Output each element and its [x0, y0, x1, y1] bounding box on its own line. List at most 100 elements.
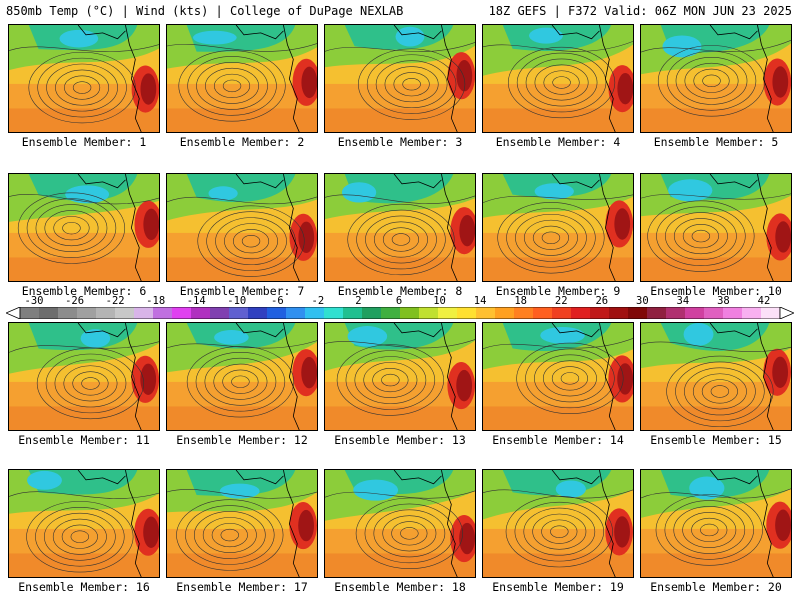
colorbar-swatch — [77, 307, 97, 319]
colorbar-tick-label: 38 — [717, 295, 730, 307]
ensemble-member-label: Ensemble Member: 17 — [176, 580, 308, 594]
ensemble-member-label: Ensemble Member: 6 — [21, 284, 147, 298]
temperature-map-image — [8, 469, 160, 578]
colorbar-swatch — [704, 307, 724, 319]
temperature-map-image — [640, 173, 792, 282]
ensemble-member-map — [8, 469, 160, 578]
ensemble-member-label: Ensemble Member: 5 — [653, 135, 779, 149]
ensemble-member-label: Ensemble Member: 8 — [337, 284, 463, 298]
ensemble-member-map — [166, 469, 318, 578]
temperature-map-image — [324, 24, 476, 133]
colorbar-swatch — [267, 307, 287, 319]
temperature-map-image — [324, 173, 476, 282]
temperature-map-image — [8, 173, 160, 282]
ensemble-member-map — [8, 24, 160, 133]
temperature-map-image — [482, 322, 634, 431]
colorbar-swatch — [286, 307, 306, 319]
ensemble-member-label: Ensemble Member: 10 — [650, 284, 782, 298]
colorbar-swatch — [438, 307, 458, 319]
ensemble-member-label: Ensemble Member: 1 — [21, 135, 147, 149]
colorbar-tick-label: -6 — [271, 295, 284, 307]
colorbar-tick-label: 22 — [554, 295, 568, 307]
colorbar-swatch — [305, 307, 325, 319]
ensemble-member-label: Ensemble Member: 11 — [18, 433, 150, 447]
colorbar-swatch — [191, 307, 211, 319]
colorbar-swatch — [134, 307, 154, 319]
ensemble-member-label: Ensemble Member: 16 — [18, 580, 150, 594]
temperature-map-image — [640, 469, 792, 578]
colorbar-swatch — [628, 307, 648, 319]
colorbar-swatch — [666, 307, 686, 319]
ensemble-member-label: Ensemble Member: 9 — [495, 284, 621, 298]
ensemble-member-map — [324, 24, 476, 133]
ensemble-member-label: Ensemble Member: 7 — [179, 284, 305, 298]
colorbar-swatch — [514, 307, 534, 319]
ensemble-member-label: Ensemble Member: 12 — [176, 433, 308, 447]
ensemble-member-map — [640, 173, 792, 282]
colorbar-swatch — [533, 307, 553, 319]
colorbar-tick-label: -26 — [65, 295, 85, 307]
ensemble-member-map — [482, 24, 634, 133]
colorbar-tick-label: 2 — [355, 295, 362, 307]
temperature-map-image — [640, 24, 792, 133]
colorbar-swatch — [362, 307, 382, 319]
ensemble-member-label: Ensemble Member: 19 — [492, 580, 624, 594]
colorbar-swatch — [153, 307, 173, 319]
colorbar-swatch — [96, 307, 116, 319]
ensemble-member-map — [640, 322, 792, 431]
chart-title: 850mb Temp (°C) | Wind (kts) | College o… — [6, 4, 404, 18]
colorbar-swatch — [495, 307, 515, 319]
ensemble-member-label: Ensemble Member: 18 — [334, 580, 466, 594]
colorbar-swatch — [571, 307, 591, 319]
temperature-map-image — [324, 322, 476, 431]
colorbar-swatch — [324, 307, 344, 319]
ensemble-member-map — [8, 173, 160, 282]
colorbar-swatch — [457, 307, 477, 319]
colorbar-swatch — [552, 307, 572, 319]
colorbar-tick-label: 26 — [595, 295, 609, 307]
ensemble-member-label: Ensemble Member: 15 — [650, 433, 782, 447]
colorbar-tick-label: 30 — [636, 295, 649, 307]
colorbar-tick-label: 6 — [395, 295, 403, 307]
ensemble-member-map — [166, 322, 318, 431]
colorbar-swatch — [476, 307, 496, 319]
ensemble-member-map — [8, 322, 160, 431]
ensemble-member-map — [640, 469, 792, 578]
colorbar-arrow-left — [6, 307, 21, 319]
colorbar-tick-label: -30 — [24, 295, 44, 307]
colorbar-swatch — [343, 307, 363, 319]
colorbar-swatch — [761, 307, 781, 319]
temperature-map-image — [166, 322, 318, 431]
colorbar-tick-label: 34 — [676, 295, 690, 307]
temperature-map-image — [8, 322, 160, 431]
colorbar-swatch — [685, 307, 705, 319]
colorbar-tick-label: 10 — [433, 295, 446, 307]
colorbar-swatch — [115, 307, 135, 319]
temperature-map-image — [166, 173, 318, 282]
colorbar-swatch — [20, 307, 40, 319]
colorbar-swatch — [400, 307, 420, 319]
temperature-map-image — [166, 469, 318, 578]
temperature-map-image — [640, 322, 792, 431]
colorbar-tick-label: -2 — [311, 295, 325, 307]
ensemble-member-map — [482, 322, 634, 431]
colorbar-swatch — [210, 307, 230, 319]
colorbar-swatch — [723, 307, 743, 319]
temperature-map-image — [482, 469, 634, 578]
temperature-map-image — [482, 24, 634, 133]
colorbar-swatch — [172, 307, 192, 319]
colorbar-swatch — [590, 307, 610, 319]
colorbar-tick-label: 42 — [757, 295, 771, 307]
ensemble-member-label: Ensemble Member: 3 — [337, 135, 463, 149]
colorbar-tick-label: 18 — [514, 295, 527, 307]
ensemble-member-label: Ensemble Member: 2 — [179, 135, 305, 149]
colorbar-tick-label: -14 — [186, 295, 206, 307]
temperature-map-image — [166, 24, 318, 133]
colorbar-swatch — [248, 307, 268, 319]
colorbar-tick-label: -10 — [227, 295, 247, 307]
temperature-colorbar — [6, 307, 794, 319]
colorbar-swatch — [647, 307, 667, 319]
colorbar-tick-label: -22 — [105, 295, 125, 307]
temperature-map-image — [8, 24, 160, 133]
ensemble-member-map — [324, 469, 476, 578]
